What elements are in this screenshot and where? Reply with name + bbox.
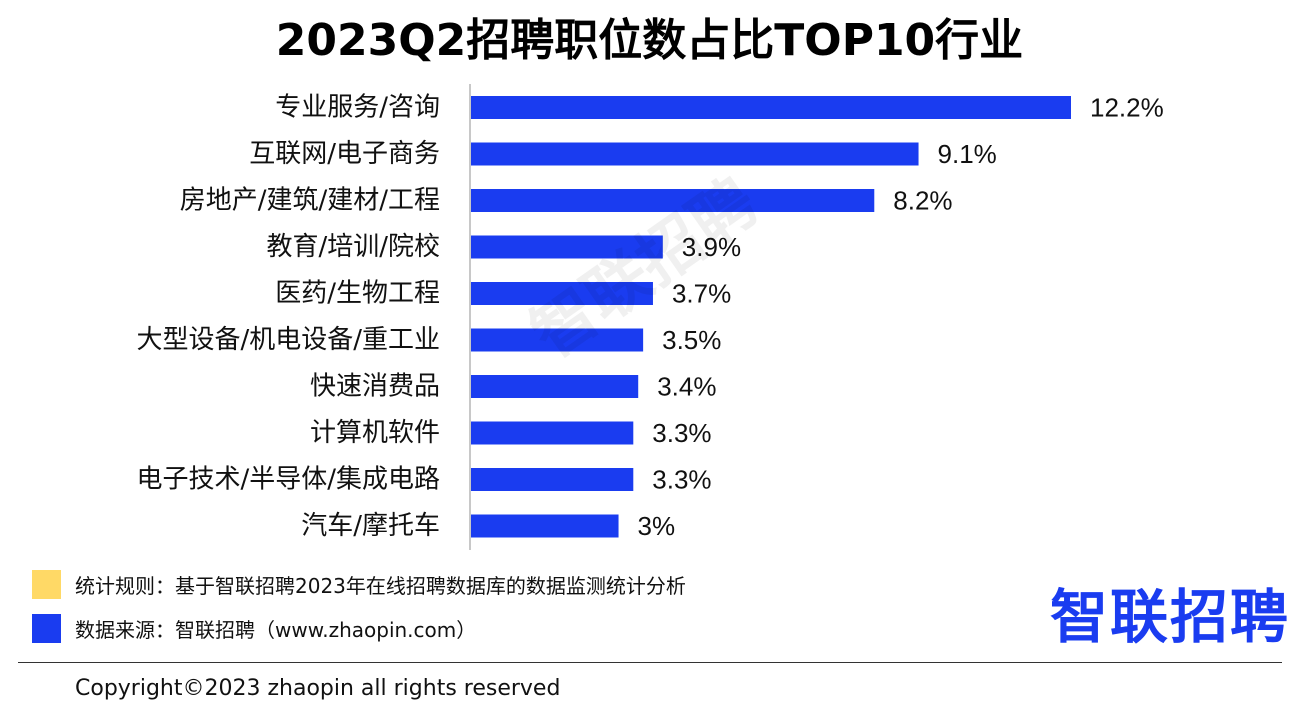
legend-rule-swatch xyxy=(32,570,61,599)
category-label: 专业服务/咨询 xyxy=(275,93,440,123)
category-label: 大型设备/机电设备/重工业 xyxy=(136,325,440,355)
category-label: 电子技术/半导体/集成电路 xyxy=(136,465,440,495)
bar xyxy=(471,235,663,259)
value-label: 3.4% xyxy=(657,372,716,402)
value-label: 12.2% xyxy=(1090,93,1164,123)
legend-rule-text: 统计规则：基于智联招聘2023年在线招聘数据库的数据监测统计分析 xyxy=(75,574,686,598)
bar xyxy=(471,189,875,212)
category-label: 教育/培训/院校 xyxy=(266,232,440,262)
bar xyxy=(471,468,634,491)
legend-source-text: 数据来源：智联招聘（www.zhaopin.com） xyxy=(75,618,477,642)
value-label: 3.9% xyxy=(682,232,741,262)
legend-rule-row: 统计规则：基于智联招聘2023年在线招聘数据库的数据监测统计分析 xyxy=(32,570,686,599)
footer-divider xyxy=(18,662,1282,663)
copyright-text: Copyright©2023 zhaopin all rights reserv… xyxy=(75,676,561,701)
category-label: 快速消费品 xyxy=(310,372,440,402)
bar xyxy=(471,514,619,538)
bar xyxy=(471,375,639,398)
value-label: 3% xyxy=(638,511,676,541)
zhaopin-logo: 智联招聘 xyxy=(1050,583,1291,651)
category-label: 医药/生物工程 xyxy=(275,279,440,309)
chart-title: 2023Q2招聘职位数占比TOP10行业 xyxy=(275,15,1024,66)
legend-source-swatch xyxy=(32,614,61,643)
value-label: 8.2% xyxy=(893,186,952,216)
bar xyxy=(471,328,644,352)
value-label: 3.3% xyxy=(652,418,711,448)
category-label: 房地产/建筑/建材/工程 xyxy=(180,186,440,216)
legend-source-row: 数据来源：智联招聘（www.zhaopin.com） xyxy=(32,614,476,643)
category-label: 计算机软件 xyxy=(310,418,440,448)
bar-chart: 专业服务/咨询 12.2% 互联网/电子商务 9.1% 房地产/建筑/建材/工程 8.2%… xyxy=(136,84,1164,550)
value-label: 3.5% xyxy=(662,325,721,355)
category-label: 互联网/电子商务 xyxy=(249,139,440,169)
bar xyxy=(471,96,1071,119)
value-label: 9.1% xyxy=(938,139,997,169)
bar xyxy=(471,282,653,305)
category-label: 汽车/摩托车 xyxy=(301,511,440,541)
bar xyxy=(471,421,634,445)
value-label: 3.7% xyxy=(672,279,731,309)
bar xyxy=(471,142,919,166)
value-label: 3.3% xyxy=(652,465,711,495)
